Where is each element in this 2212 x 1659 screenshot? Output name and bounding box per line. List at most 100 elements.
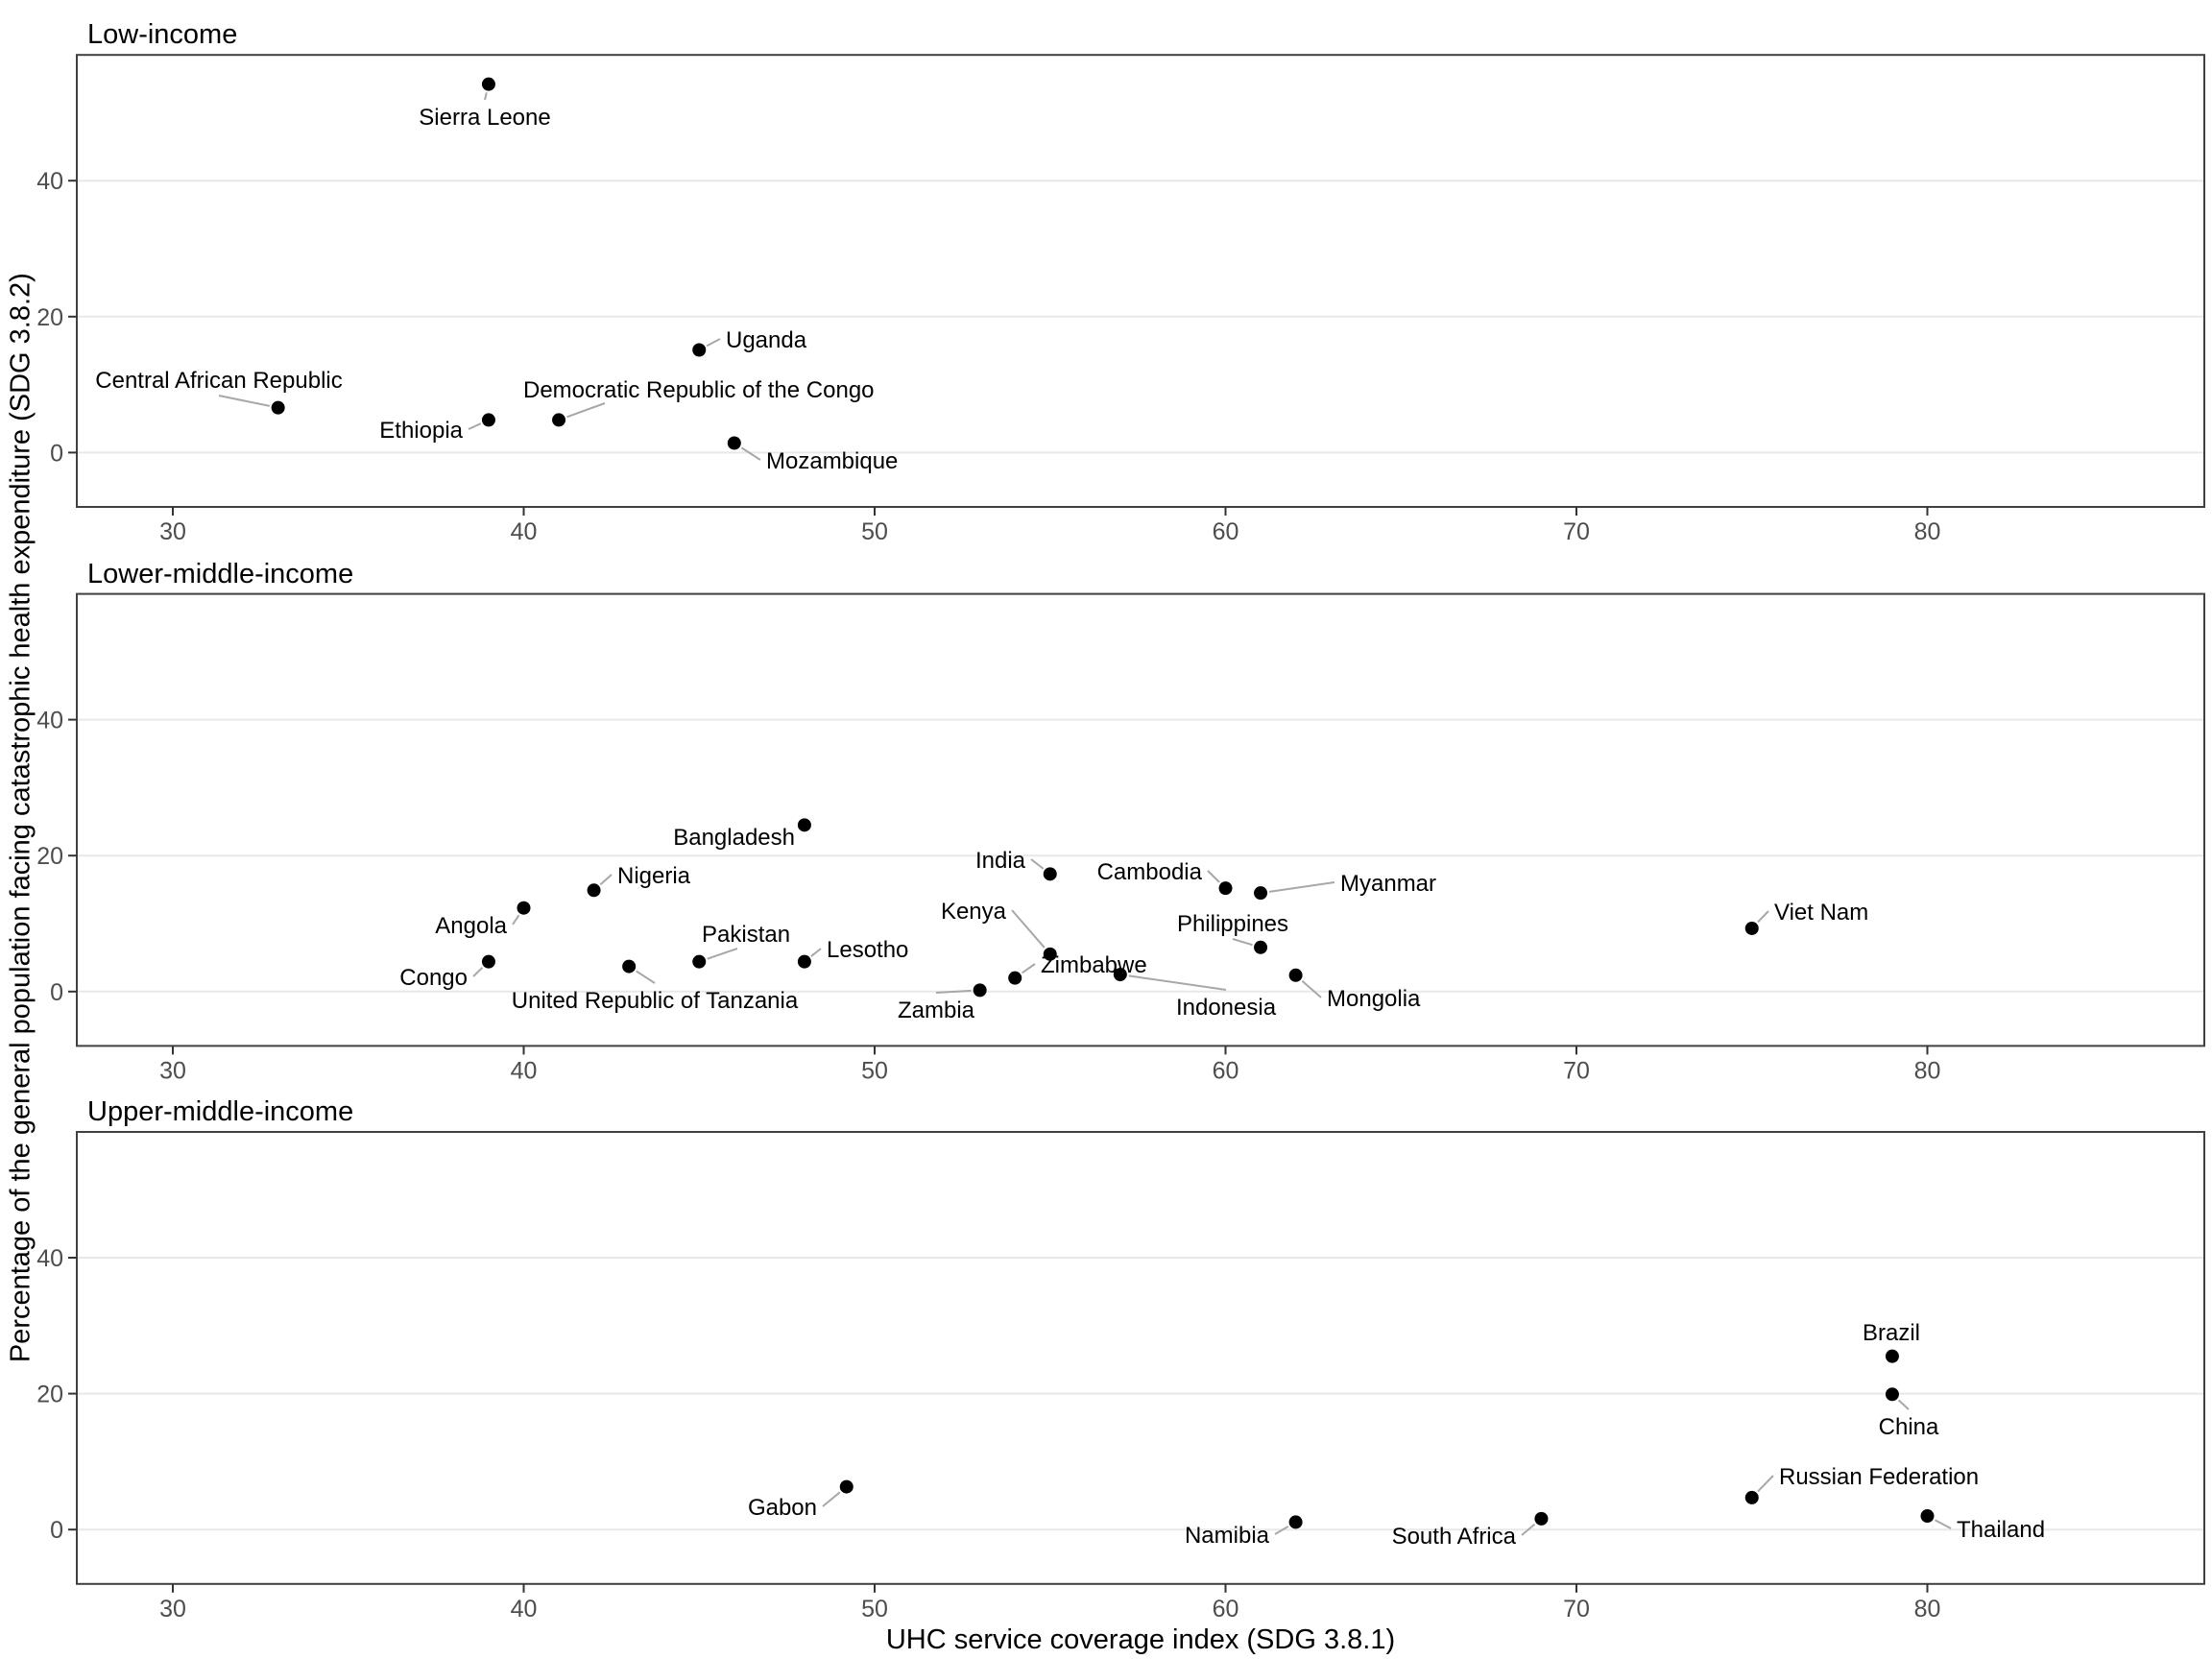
point-label: Namibia xyxy=(1185,1523,1270,1549)
label-leader-line xyxy=(1207,870,1220,883)
label-leader-line xyxy=(740,446,761,461)
label-leader-line xyxy=(810,948,822,957)
x-tick-label: 60 xyxy=(1213,518,1239,545)
label-leader-line xyxy=(599,874,613,886)
point-label: Indonesia xyxy=(1176,995,1277,1021)
data-point xyxy=(517,901,531,915)
point-label: South Africa xyxy=(1392,1524,1517,1550)
data-point xyxy=(692,954,707,969)
data-point xyxy=(1744,1490,1759,1504)
facet-title-upper-middle-income: Upper-middle-income xyxy=(87,1096,354,1127)
point-label: Kenya xyxy=(941,899,1007,925)
data-point xyxy=(797,954,811,969)
point-label: Nigeria xyxy=(617,863,691,889)
data-point xyxy=(481,77,495,91)
label-leader-line xyxy=(1757,910,1769,924)
y-tick-label: 0 xyxy=(50,979,63,1006)
label-leader-line xyxy=(1274,1526,1289,1535)
point-label: Philippines xyxy=(1177,911,1288,937)
x-tick-label: 80 xyxy=(1914,1596,1941,1623)
x-tick-label: 30 xyxy=(159,1596,186,1623)
y-tick-label: 20 xyxy=(36,304,63,331)
data-point xyxy=(1534,1511,1549,1526)
label-leader-line xyxy=(636,970,656,984)
point-label: Central African Republic xyxy=(95,368,342,394)
point-label: Sierra Leone xyxy=(419,105,550,131)
data-point xyxy=(1885,1387,1899,1402)
x-tick-label: 30 xyxy=(159,518,186,545)
x-tick-label: 70 xyxy=(1563,1596,1590,1623)
y-tick-label: 20 xyxy=(36,1382,63,1408)
data-point xyxy=(481,954,495,969)
point-label: Ethiopia xyxy=(379,418,463,444)
point-label: Lesotho xyxy=(827,937,908,963)
label-leader-line xyxy=(566,402,606,419)
label-leader-line xyxy=(1757,1475,1774,1493)
data-point xyxy=(1254,886,1268,901)
x-axis-title: UHC service coverage index (SDG 3.8.1) xyxy=(885,1624,1396,1655)
data-point xyxy=(622,959,637,974)
point-label: China xyxy=(1879,1414,1939,1440)
label-leader-line xyxy=(1268,881,1335,893)
panel-border xyxy=(76,1131,2205,1585)
data-point xyxy=(1254,940,1268,954)
point-label: Bangladesh xyxy=(673,825,795,851)
y-tick-label: 0 xyxy=(50,1517,63,1544)
data-point xyxy=(727,436,741,450)
data-point xyxy=(481,413,495,427)
label-leader-line xyxy=(706,338,721,348)
data-point xyxy=(1043,867,1057,881)
y-tick-label: 40 xyxy=(36,168,63,195)
point-label: Thailand xyxy=(1957,1517,2045,1543)
x-tick-label: 40 xyxy=(511,1057,538,1084)
point-label: Myanmar xyxy=(1340,871,1436,897)
x-tick-label: 30 xyxy=(159,1057,186,1084)
x-tick-label: 40 xyxy=(511,1596,538,1623)
data-point xyxy=(1288,968,1303,982)
label-leader-line xyxy=(707,948,738,960)
y-tick-label: 40 xyxy=(36,708,63,734)
x-tick-label: 50 xyxy=(861,1057,888,1084)
data-point xyxy=(839,1479,854,1494)
x-tick-label: 50 xyxy=(861,1596,888,1623)
point-label: Cambodia xyxy=(1097,859,1203,885)
label-leader-line xyxy=(1030,858,1045,870)
data-point xyxy=(1920,1509,1935,1524)
label-leader-line xyxy=(1897,1399,1910,1410)
point-label: United Republic of Tanzania xyxy=(512,988,799,1014)
point-label: Brazil xyxy=(1863,1320,1920,1346)
data-point xyxy=(552,413,566,427)
label-leader-line xyxy=(822,1491,841,1507)
point-label: Russian Federation xyxy=(1779,1464,1979,1490)
point-label: Zimbabwe xyxy=(1041,952,1147,978)
data-point xyxy=(1218,881,1233,896)
x-tick-label: 70 xyxy=(1563,518,1590,545)
data-point xyxy=(797,818,811,832)
facet-title-lower-middle-income: Lower-middle-income xyxy=(87,559,354,589)
data-point xyxy=(692,343,707,357)
point-label: Angola xyxy=(435,913,507,939)
panel-border xyxy=(76,54,2205,508)
panel-border xyxy=(76,592,2205,1047)
y-tick-label: 40 xyxy=(36,1245,63,1272)
point-label: Uganda xyxy=(726,327,807,353)
data-point xyxy=(271,400,285,415)
point-label: Viet Nam xyxy=(1774,900,1868,926)
label-leader-line xyxy=(472,967,484,977)
x-tick-label: 50 xyxy=(861,518,888,545)
point-label: India xyxy=(975,848,1026,874)
y-axis-title: Percentage of the general population fac… xyxy=(5,273,36,1363)
label-leader-line xyxy=(1011,909,1046,949)
point-label: Pakistan xyxy=(702,922,790,948)
point-label: Congo xyxy=(399,965,468,991)
y-tick-label: 20 xyxy=(36,843,63,870)
x-tick-label: 60 xyxy=(1213,1057,1239,1084)
point-label: Mongolia xyxy=(1327,986,1421,1012)
label-leader-line xyxy=(935,989,972,994)
point-label: Mozambique xyxy=(766,448,898,474)
data-point xyxy=(973,983,987,998)
data-point xyxy=(1008,971,1022,985)
data-point xyxy=(1043,947,1057,961)
